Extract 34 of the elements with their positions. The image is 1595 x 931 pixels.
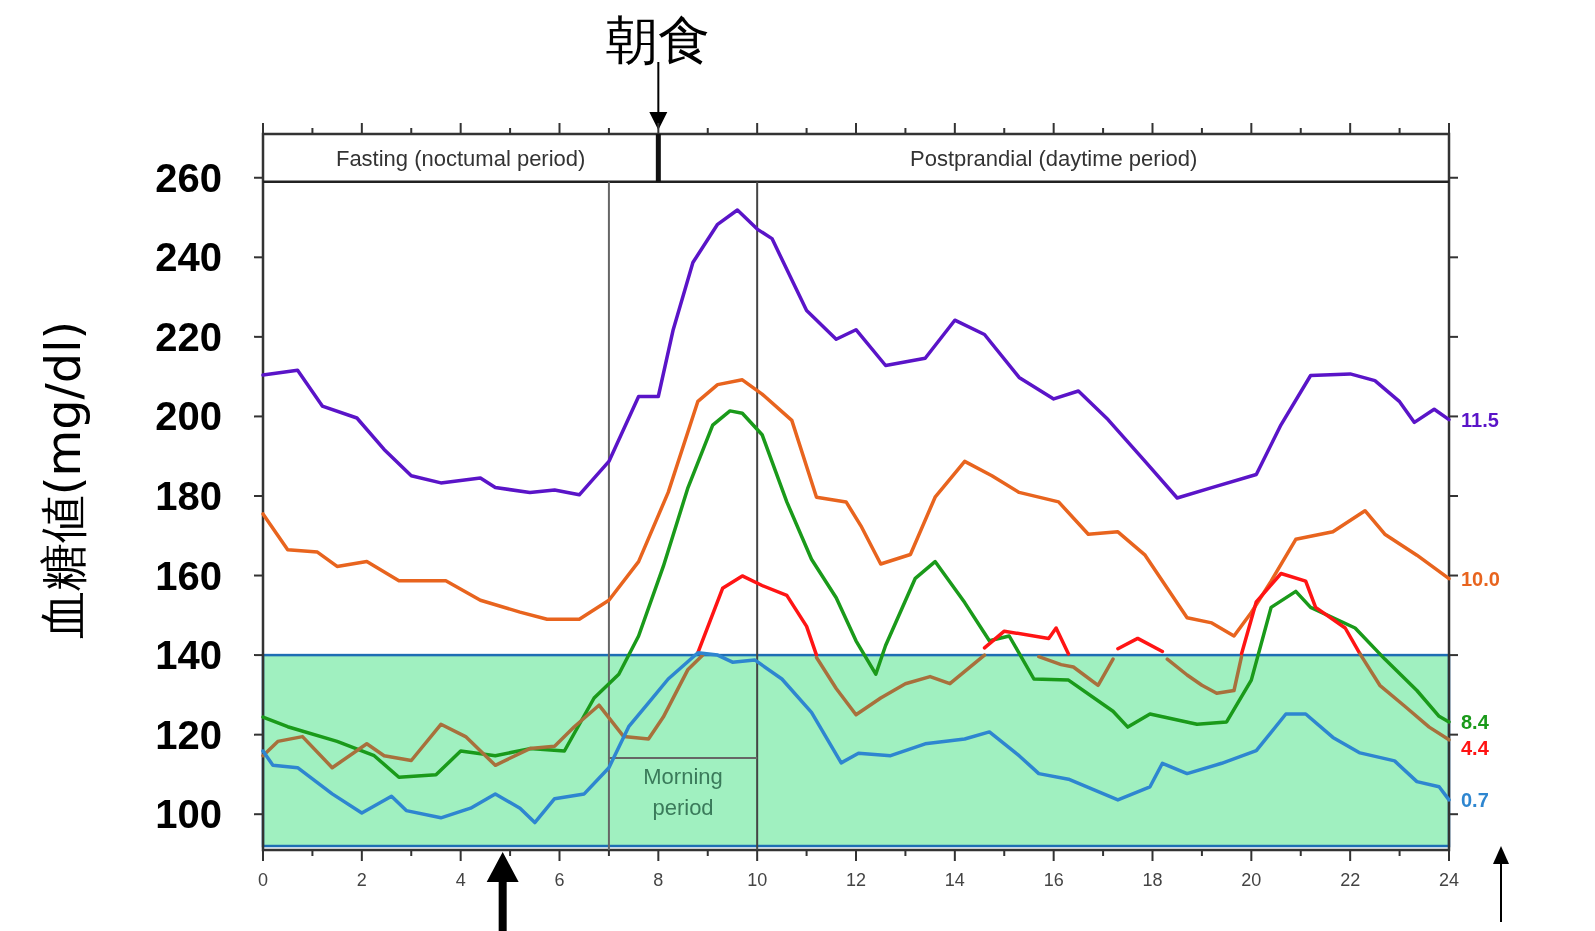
- annotation: Fasting (noctumal period): [335, 145, 586, 171]
- line-series: [261, 378, 1451, 638]
- x-tick-label: 22: [1340, 870, 1361, 890]
- y-tick-label: 260: [155, 155, 222, 200]
- y-tick-label: 160: [155, 553, 222, 598]
- y-tick-label: 120: [155, 712, 222, 757]
- annotation: Morning period: [643, 764, 723, 820]
- x-tick-label: 24: [1438, 870, 1460, 890]
- x-tick-label: 0: [257, 870, 269, 890]
- x-tick-label: 16: [1043, 870, 1064, 890]
- text: 4.4: [1461, 736, 1490, 759]
- series-label: 8.4: [1461, 710, 1490, 733]
- series-label: 11.5: [1461, 408, 1499, 431]
- x-tick-label: 14: [944, 870, 965, 890]
- ref-line-label: 朝食: [606, 10, 711, 70]
- x-tick-label: 8: [653, 870, 664, 890]
- y-tick-label: 220: [155, 314, 222, 359]
- x-tick-label: 10: [747, 870, 768, 890]
- y-tick-label: 140: [155, 633, 222, 678]
- x-tick-label: 6: [554, 870, 565, 890]
- series-label: 10.0: [1461, 567, 1500, 590]
- annotation: Postprandial (daytime period): [909, 145, 1198, 171]
- y-tick-label: 180: [155, 473, 222, 518]
- x-tick-label: 18: [1142, 870, 1163, 890]
- y-tick-label: 200: [155, 394, 222, 439]
- x-tick-label: 4: [455, 870, 466, 890]
- y-tick-label: 100: [155, 792, 222, 837]
- x-tick-label: 12: [845, 870, 867, 890]
- x-tick-label: 2: [356, 870, 367, 890]
- y-tick-label: 240: [155, 235, 222, 280]
- x-tick-label: 20: [1241, 870, 1262, 890]
- y-axis-title: 血糖値(mg/dl): [35, 320, 91, 640]
- line-series: [261, 208, 1451, 500]
- series-label: 0.7: [1461, 788, 1489, 811]
